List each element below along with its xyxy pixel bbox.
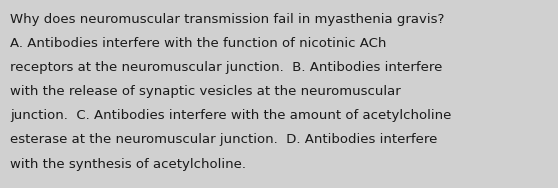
Text: Why does neuromuscular transmission fail in myasthenia gravis?: Why does neuromuscular transmission fail… xyxy=(10,13,444,26)
Text: with the synthesis of acetylcholine.: with the synthesis of acetylcholine. xyxy=(10,158,246,171)
Text: junction.  C. Antibodies interfere with the amount of acetylcholine: junction. C. Antibodies interfere with t… xyxy=(10,109,451,122)
Text: A. Antibodies interfere with the function of nicotinic ACh: A. Antibodies interfere with the functio… xyxy=(10,37,387,50)
Text: receptors at the neuromuscular junction.  B. Antibodies interfere: receptors at the neuromuscular junction.… xyxy=(10,61,442,74)
Text: with the release of synaptic vesicles at the neuromuscular: with the release of synaptic vesicles at… xyxy=(10,85,401,98)
Text: esterase at the neuromuscular junction.  D. Antibodies interfere: esterase at the neuromuscular junction. … xyxy=(10,133,437,146)
